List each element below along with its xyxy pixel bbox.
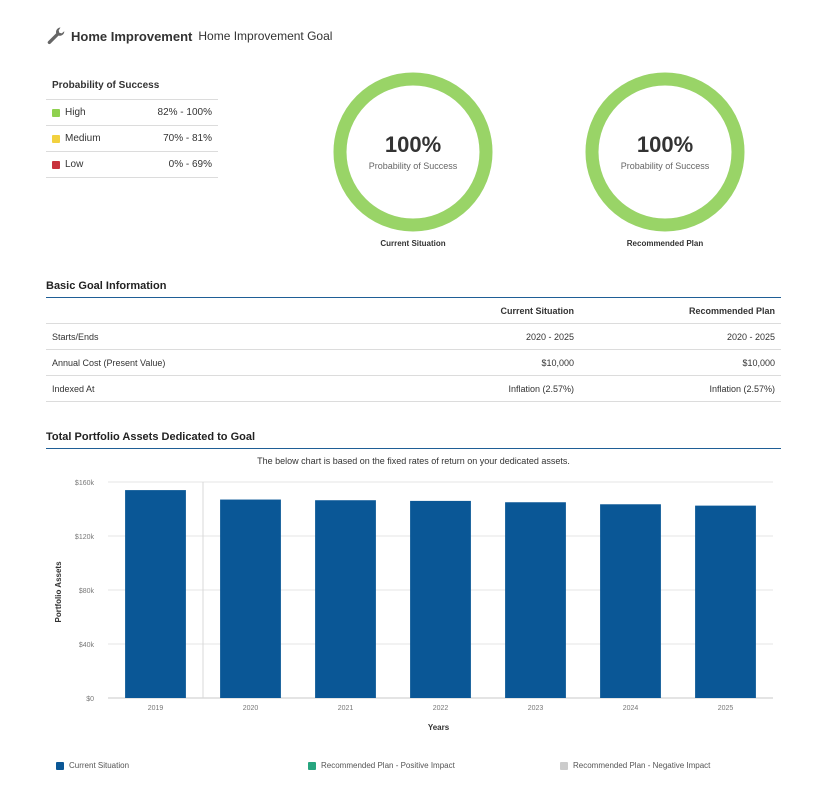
x-tick-label: 2023 — [528, 705, 544, 712]
donut-percent: 100% — [384, 132, 442, 157]
y-tick-label: $160k — [75, 480, 95, 487]
donut-label: Probability of Success — [620, 161, 710, 171]
high-swatch — [52, 108, 60, 117]
probability-row-low: Low 0% - 69% — [46, 152, 218, 178]
probability-row-label: High — [65, 107, 86, 118]
legend-swatch — [308, 761, 316, 770]
probability-legend-title: Probability of Success — [46, 76, 218, 100]
wrench-icon — [47, 27, 65, 45]
row-recommended-value: $10,000 — [580, 349, 781, 376]
donut-caption: Current Situation — [380, 239, 446, 248]
x-tick-label: 2025 — [718, 705, 734, 712]
x-tick-label: 2019 — [148, 705, 164, 712]
probability-row-label: Medium — [65, 133, 101, 144]
row-current-value: $10,000 — [408, 349, 580, 376]
donut-percent: 100% — [636, 132, 694, 157]
row-current-value: Inflation (2.57%) — [408, 375, 580, 402]
bar — [125, 490, 186, 698]
table-row: Indexed At Inflation (2.57%) Inflation (… — [46, 375, 781, 402]
medium-swatch — [52, 134, 60, 143]
y-tick-label: $40k — [79, 642, 95, 649]
bar — [410, 500, 471, 698]
basic-goal-title: Basic Goal Information — [46, 280, 167, 292]
row-label: Starts/Ends — [46, 323, 408, 350]
donut-ring — [333, 72, 493, 232]
x-tick-label: 2021 — [338, 705, 354, 712]
y-axis-label: Portfolio Assets — [54, 561, 63, 623]
donut-caption: Recommended Plan — [626, 239, 704, 248]
donut-recommended-plan: 100% Probability of Success — [585, 72, 745, 232]
bar — [505, 502, 566, 698]
bar — [315, 500, 376, 698]
y-tick-label: $120k — [75, 534, 95, 541]
probability-row-range: 82% - 100% — [157, 107, 212, 118]
chart-note: The below chart is based on the fixed ra… — [257, 456, 570, 466]
table-row: Starts/Ends 2020 - 2025 2020 - 2025 — [46, 323, 781, 350]
legend-label: Current Situation — [69, 761, 130, 770]
page-header: Home Improvement Home Improvement Goal — [46, 25, 332, 47]
legend-label: Recommended Plan - Negative Impact — [573, 761, 711, 770]
x-tick-label: 2020 — [243, 705, 259, 712]
table-row: Annual Cost (Present Value) $10,000 $10,… — [46, 349, 781, 376]
y-tick-label: $80k — [79, 588, 95, 595]
page-subtitle: Home Improvement Goal — [198, 29, 333, 43]
probability-row-medium: Medium 70% - 81% — [46, 126, 218, 152]
row-label: Annual Cost (Present Value) — [46, 349, 408, 376]
donut-arc — [333, 72, 493, 232]
column-header-recommended: Recommended Plan — [580, 298, 781, 324]
bar-chart: $0 $40k $80k $120k $160k 2019 2020 2021 2022 2023… — [54, 480, 773, 732]
donut-label: Probability of Success — [368, 161, 458, 171]
row-recommended-value: 2020 - 2025 — [580, 323, 781, 350]
portfolio-chart: $0 $40k $80k $120k $160k 2019 2020 2021 2022 2023… — [0, 470, 837, 740]
probability-legend: Probability of Success High 82% - 100% M… — [46, 76, 218, 178]
bar — [220, 499, 281, 698]
probability-row-high: High 82% - 100% — [46, 100, 218, 126]
row-label: Indexed At — [46, 375, 408, 402]
probability-row-range: 0% - 69% — [168, 159, 212, 170]
donut-arc — [585, 72, 745, 232]
column-header — [46, 298, 408, 324]
legend-swatch — [560, 761, 568, 770]
x-axis-label: Years — [428, 723, 450, 732]
donut-current-situation: 100% Probability of Success — [333, 72, 493, 232]
y-tick-label: $0 — [86, 696, 94, 703]
table-header-row: Current Situation Recommended Plan — [46, 298, 781, 324]
row-recommended-value: Inflation (2.57%) — [580, 375, 781, 402]
bar — [695, 505, 756, 698]
probability-row-label: Low — [65, 159, 84, 170]
section-divider — [46, 448, 781, 449]
section-divider — [46, 297, 781, 298]
legend-label: Recommended Plan - Positive Impact — [321, 761, 455, 770]
portfolio-title: Total Portfolio Assets Dedicated to Goal — [46, 431, 256, 443]
basic-goal-table: Current Situation Recommended Plan Start… — [46, 298, 781, 402]
column-header-current: Current Situation — [408, 298, 580, 324]
probability-row-range: 70% - 81% — [163, 133, 212, 144]
legend-item-current[interactable]: Current Situation — [56, 761, 129, 770]
x-tick-label: 2022 — [433, 705, 449, 712]
legend-item-positive[interactable]: Recommended Plan - Positive Impact — [308, 761, 455, 770]
x-tick-label: 2024 — [623, 705, 639, 712]
legend-item-negative[interactable]: Recommended Plan - Negative Impact — [560, 761, 710, 770]
bar — [600, 504, 661, 698]
low-swatch — [52, 160, 60, 169]
donut-ring — [585, 72, 745, 232]
legend-swatch — [56, 761, 64, 770]
row-current-value: 2020 - 2025 — [408, 323, 580, 350]
page-title: Home Improvement — [71, 28, 193, 44]
